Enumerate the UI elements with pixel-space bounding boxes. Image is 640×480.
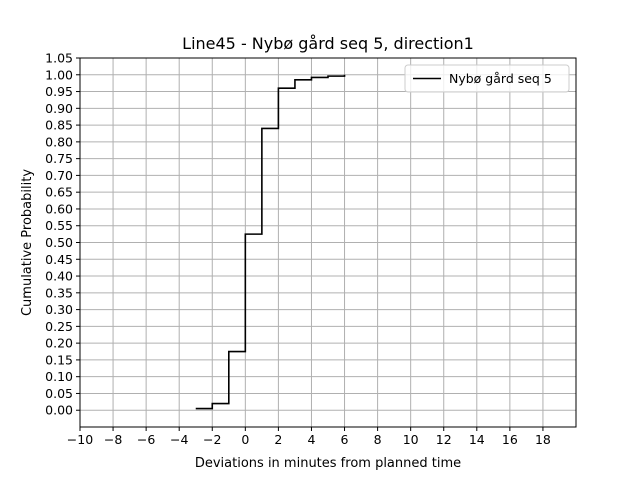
x-tick-label: −6 bbox=[137, 432, 155, 447]
y-tick-label: 1.00 bbox=[45, 67, 73, 82]
y-tick-label: 0.85 bbox=[45, 118, 73, 133]
y-tick-label: 0.30 bbox=[45, 302, 73, 317]
chart-title: Line45 - Nybø gård seq 5, direction1 bbox=[182, 34, 474, 53]
legend-label: Nybø gård seq 5 bbox=[449, 71, 552, 86]
x-tick-label: 2 bbox=[274, 432, 282, 447]
y-tick-label: 0.70 bbox=[45, 168, 73, 183]
legend: Nybø gård seq 5 bbox=[404, 64, 570, 93]
y-tick-label: 0.40 bbox=[45, 269, 73, 284]
y-tick-label: 0.15 bbox=[45, 352, 73, 367]
x-tick-label: −2 bbox=[203, 432, 221, 447]
y-tick-label: 0.95 bbox=[45, 84, 73, 99]
x-tick-label: 12 bbox=[436, 432, 452, 447]
tick-layer: −10 −8 −6 −4 −2 0 2 4 6 8 10 12 14 16 18 0.00 0.05 0.10 0.… bbox=[45, 51, 551, 448]
series-line bbox=[195, 74, 346, 410]
y-tick-label: 0.55 bbox=[45, 218, 73, 233]
x-tick-label: −4 bbox=[170, 432, 188, 447]
x-tick-label: 14 bbox=[469, 432, 485, 447]
x-tick-label: −10 bbox=[67, 432, 93, 447]
x-tick-label: 16 bbox=[502, 432, 518, 447]
legend-box bbox=[404, 64, 570, 93]
x-tick-label: −8 bbox=[104, 432, 122, 447]
y-tick-label: 0.60 bbox=[45, 201, 73, 216]
y-tick-label: 0.45 bbox=[45, 252, 73, 267]
y-tick-label: 0.75 bbox=[45, 151, 73, 166]
y-axis-title: Cumulative Probability bbox=[20, 169, 35, 316]
y-tick-label: 0.20 bbox=[45, 336, 73, 351]
y-tick-label: 0.35 bbox=[45, 285, 73, 300]
x-tick-label: 10 bbox=[403, 432, 419, 447]
y-tick-label: 0.90 bbox=[45, 101, 73, 116]
y-tick-label: 1.05 bbox=[45, 51, 73, 66]
y-tick-label: 0.05 bbox=[45, 386, 73, 401]
y-tick-label: 0.25 bbox=[45, 319, 73, 334]
x-tick-label: 18 bbox=[535, 432, 551, 447]
x-tick-label: 4 bbox=[307, 432, 315, 447]
y-tick-label: 0.65 bbox=[45, 185, 73, 200]
series-layer bbox=[195, 74, 346, 410]
y-tick-label: 0.50 bbox=[45, 235, 73, 250]
x-tick-label: 6 bbox=[341, 432, 349, 447]
y-tick-label: 0.10 bbox=[45, 369, 73, 384]
x-tick-label: 8 bbox=[374, 432, 382, 447]
x-axis-title: Deviations in minutes from planned time bbox=[195, 456, 461, 471]
y-tick-label: 0.80 bbox=[45, 134, 73, 149]
y-tick-label: 0.00 bbox=[45, 403, 73, 418]
x-tick-label: 0 bbox=[241, 432, 249, 447]
